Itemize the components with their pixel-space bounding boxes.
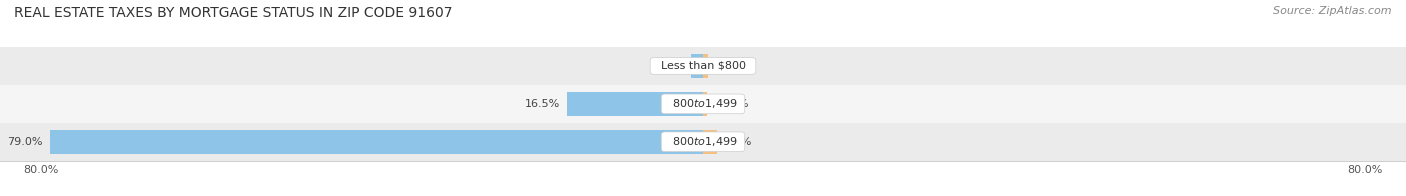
Bar: [567, 92, 703, 116]
Text: 16.5%: 16.5%: [524, 99, 560, 109]
Bar: [692, 54, 703, 78]
Text: 79.0%: 79.0%: [7, 137, 44, 147]
Bar: [49, 130, 703, 153]
Text: $800 to $1,499: $800 to $1,499: [665, 97, 741, 110]
Text: 0.61%: 0.61%: [714, 61, 749, 71]
Bar: [0, 47, 1406, 85]
Text: 1.7%: 1.7%: [724, 137, 752, 147]
Text: REAL ESTATE TAXES BY MORTGAGE STATUS IN ZIP CODE 91607: REAL ESTATE TAXES BY MORTGAGE STATUS IN …: [14, 6, 453, 20]
Bar: [0, 85, 1406, 123]
Bar: [703, 130, 717, 153]
Bar: [703, 92, 707, 116]
Text: 0.48%: 0.48%: [714, 99, 749, 109]
Text: $800 to $1,499: $800 to $1,499: [665, 135, 741, 148]
Text: Less than $800: Less than $800: [654, 61, 752, 71]
Text: 1.4%: 1.4%: [657, 61, 685, 71]
Bar: [0, 123, 1406, 161]
Bar: [703, 54, 709, 78]
Text: Source: ZipAtlas.com: Source: ZipAtlas.com: [1274, 6, 1392, 16]
